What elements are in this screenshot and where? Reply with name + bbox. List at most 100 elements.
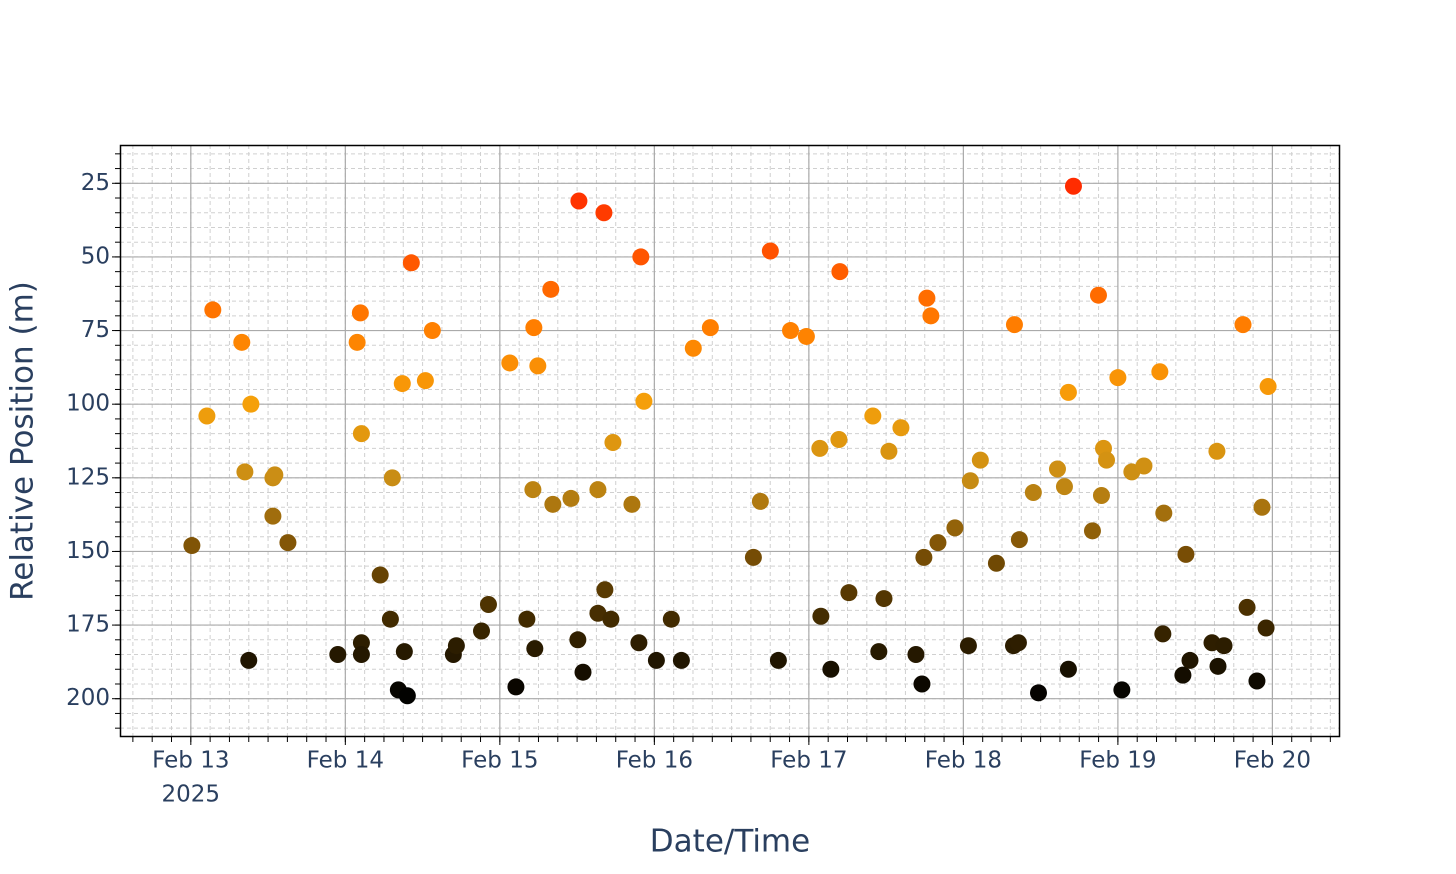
point xyxy=(1208,442,1226,460)
x-tick-label: Feb 17 xyxy=(770,748,847,774)
point xyxy=(630,634,648,652)
point xyxy=(1174,666,1192,684)
point xyxy=(918,289,936,307)
point xyxy=(524,481,542,499)
point xyxy=(570,192,588,210)
y-tick-label: 175 xyxy=(66,612,110,638)
y-tick-label: 50 xyxy=(81,243,110,269)
x-tick-label: Feb 15 xyxy=(461,748,538,774)
y-axis-title: Relative Position (m) xyxy=(5,281,41,601)
point xyxy=(1048,460,1066,478)
plot-area xyxy=(120,145,1340,737)
point xyxy=(348,333,366,351)
point xyxy=(529,357,547,375)
point xyxy=(1092,486,1110,504)
point xyxy=(352,634,370,652)
point xyxy=(1215,637,1233,655)
point xyxy=(398,687,416,705)
points xyxy=(183,177,1277,705)
point xyxy=(913,675,931,693)
point xyxy=(769,651,787,669)
point xyxy=(183,537,201,555)
point xyxy=(352,646,370,664)
x-tick-label: Feb 13 xyxy=(152,748,229,774)
point xyxy=(1248,672,1266,690)
point xyxy=(875,590,893,608)
point xyxy=(279,534,297,552)
point xyxy=(1059,383,1077,401)
point xyxy=(812,607,830,625)
point xyxy=(507,678,525,696)
x-tick-label: Feb 20 xyxy=(1234,748,1311,774)
point xyxy=(562,489,580,507)
x-tick-label: Feb 16 xyxy=(616,748,693,774)
point xyxy=(352,425,370,443)
point xyxy=(761,242,779,260)
point xyxy=(946,519,964,537)
point xyxy=(1259,378,1277,396)
point xyxy=(701,319,719,337)
point xyxy=(204,301,222,319)
point xyxy=(915,548,933,566)
point xyxy=(595,204,613,222)
point xyxy=(381,610,399,628)
point xyxy=(1177,545,1195,563)
point xyxy=(1109,369,1127,387)
point xyxy=(907,646,925,664)
point xyxy=(1238,598,1256,616)
point xyxy=(518,610,536,628)
point xyxy=(383,469,401,487)
point xyxy=(822,660,840,678)
point xyxy=(1257,619,1275,637)
point xyxy=(1234,316,1252,334)
point xyxy=(831,263,849,281)
point xyxy=(892,419,910,437)
x-tick-label: Feb 14 xyxy=(307,748,384,774)
x-tick-label: Feb 19 xyxy=(1079,748,1156,774)
point xyxy=(811,439,829,457)
point xyxy=(402,254,420,272)
point xyxy=(864,407,882,425)
point xyxy=(1059,660,1077,678)
point xyxy=(395,643,413,661)
point xyxy=(1005,316,1023,334)
point xyxy=(604,433,622,451)
point xyxy=(635,392,653,410)
point xyxy=(447,637,465,655)
point xyxy=(684,339,702,357)
point xyxy=(574,663,592,681)
point xyxy=(264,507,282,525)
y-tick-label: 200 xyxy=(66,685,110,711)
plot-frame xyxy=(119,144,1341,738)
point xyxy=(880,442,898,460)
point xyxy=(1009,634,1027,652)
point xyxy=(236,463,254,481)
point xyxy=(501,354,519,372)
point xyxy=(1083,522,1101,540)
point xyxy=(240,651,258,669)
point xyxy=(971,451,989,469)
point xyxy=(233,333,251,351)
point xyxy=(1113,681,1131,699)
point xyxy=(1055,478,1073,496)
point xyxy=(423,322,441,340)
point xyxy=(1064,177,1082,195)
y-tick-label: 25 xyxy=(81,170,110,196)
point xyxy=(393,375,411,393)
point xyxy=(1098,451,1116,469)
point xyxy=(1010,531,1028,549)
point xyxy=(1155,504,1173,522)
point xyxy=(751,492,769,510)
point xyxy=(1089,286,1107,304)
point xyxy=(1253,498,1271,516)
grid xyxy=(112,145,1340,745)
y-tick-label: 100 xyxy=(66,391,110,417)
x-year-label: 2025 xyxy=(162,782,221,808)
point xyxy=(569,631,587,649)
point xyxy=(526,640,544,658)
point xyxy=(922,307,940,325)
point xyxy=(744,548,762,566)
point xyxy=(542,280,560,298)
point xyxy=(596,581,614,599)
